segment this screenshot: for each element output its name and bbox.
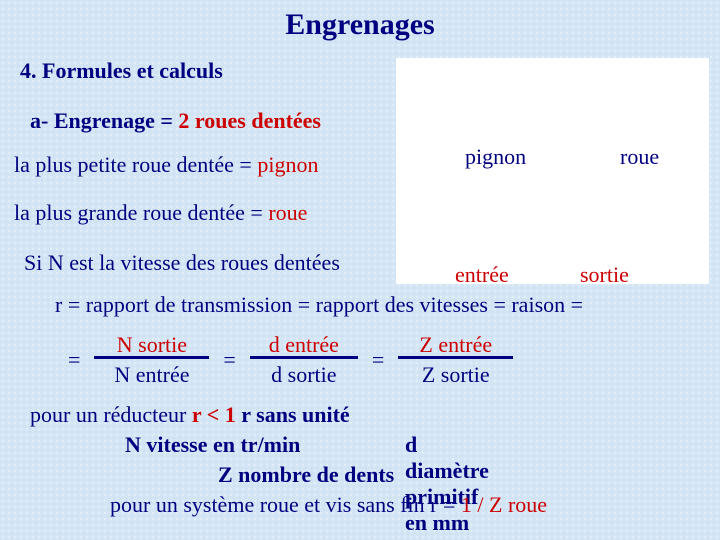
frac-z-bot: Z sortie [422,362,490,388]
line-reducer: pour un réducteur r < 1 r sans unité [30,402,350,428]
big-prefix: la plus grande roue dentée = [14,200,268,225]
eq-1: = [68,347,80,373]
line-largest-wheel: la plus grande roue dentée = roue [14,200,307,226]
subsection-a: a- Engrenage = 2 roues dentées [30,108,321,134]
frac-z: Z entrée Z sortie [398,332,513,388]
line-si: Si N est la vitesse des roues dentées [24,250,340,276]
vis-prefix: pour un système roue et vis sans fin r = [110,492,461,517]
formula-row: = N sortie N entrée = d entrée d sortie … [60,330,519,390]
big-value: roue [268,200,307,225]
line-z: Z nombre de dents [218,462,394,488]
vis-value: 1 / Z roue [461,492,547,517]
label-pignon: pignon [465,144,526,170]
reduc-suffix: r sans unité [241,402,349,427]
line-ratio: r = rapport de transmission = rapport de… [55,292,583,318]
eq-2: = [223,347,235,373]
diagram-box [396,58,709,284]
frac-z-top: Z entrée [419,332,492,358]
subsection-a-prefix: a- Engrenage = [30,108,178,133]
reduc-value: r < 1 [192,402,236,427]
line-worm: pour un système roue et vis sans fin r =… [110,492,547,518]
frac-n: N sortie N entrée [94,332,209,388]
reduc-prefix: pour un réducteur [30,402,192,427]
label-sortie: sortie [580,262,629,288]
frac-d-top: d entrée [269,332,339,358]
small-prefix: la plus petite roue dentée = [14,152,257,177]
small-value: pignon [257,152,318,177]
d-desc: d diamètre primitif en mm [405,432,489,536]
label-entree: entrée [455,262,509,288]
page-title: Engrenages [0,8,720,42]
frac-n-top: N sortie [117,332,187,358]
line-smallest-wheel: la plus petite roue dentée = pignon [14,152,318,178]
frac-d-bot: d sortie [271,362,336,388]
subsection-a-value: 2 roues dentées [178,108,321,133]
frac-z-bar [398,356,513,359]
frac-d-bar [250,356,358,359]
frac-n-bar [94,356,209,359]
frac-d: d entrée d sortie [250,332,358,388]
frac-n-bot: N entrée [114,362,189,388]
eq-3: = [372,347,384,373]
line-n-d: N vitesse en tr/min d diamètre primitif … [125,432,300,458]
n-desc: N vitesse en tr/min [125,432,300,457]
section-title: 4. Formules et calculs [20,58,223,84]
label-roue: roue [620,144,659,170]
